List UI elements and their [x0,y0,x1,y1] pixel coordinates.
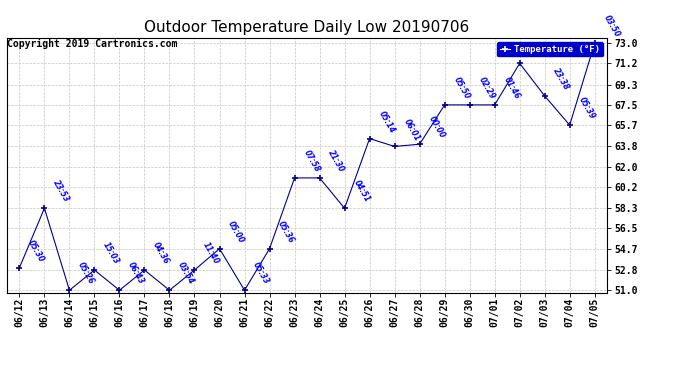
Text: 05:30: 05:30 [26,238,46,264]
Text: 03:50: 03:50 [602,13,622,39]
Text: 15:03: 15:03 [101,241,121,266]
Legend: Temperature (°F): Temperature (°F) [497,42,602,56]
Text: 07:58: 07:58 [302,148,322,174]
Text: 23:38: 23:38 [551,66,571,92]
Text: 00:00: 00:00 [426,115,446,140]
Text: 05:39: 05:39 [577,96,596,121]
Text: 06:01: 06:01 [402,117,422,142]
Text: 02:29: 02:29 [477,75,496,101]
Text: 23:53: 23:53 [51,179,71,204]
Text: 11:40: 11:40 [201,241,221,266]
Text: 16:: 16: [526,43,541,59]
Text: 04:51: 04:51 [351,179,371,204]
Text: 05:14: 05:14 [377,109,396,134]
Text: 05:33: 05:33 [251,261,271,286]
Text: 01:46: 01:46 [502,75,522,101]
Title: Outdoor Temperature Daily Low 20190706: Outdoor Temperature Daily Low 20190706 [144,20,470,35]
Text: 05:26: 05:26 [77,261,96,286]
Text: 04:36: 04:36 [151,241,171,266]
Text: 21:30: 21:30 [326,148,346,174]
Text: 05:36: 05:36 [277,219,296,245]
Text: 03:54: 03:54 [177,261,196,286]
Text: 06:43: 06:43 [126,261,146,286]
Text: Copyright 2019 Cartronics.com: Copyright 2019 Cartronics.com [7,39,177,50]
Text: 05:00: 05:00 [226,219,246,245]
Text: 05:50: 05:50 [451,75,471,101]
